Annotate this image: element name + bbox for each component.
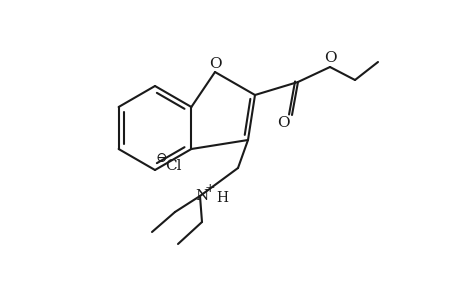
Text: ⊖: ⊖ [155, 151, 167, 165]
Text: +: + [204, 182, 215, 196]
Text: H: H [216, 191, 228, 205]
Text: O: O [277, 116, 289, 130]
Text: O: O [208, 57, 221, 71]
Text: Cl: Cl [164, 159, 181, 173]
Text: O: O [323, 51, 336, 65]
Text: N: N [195, 189, 208, 203]
